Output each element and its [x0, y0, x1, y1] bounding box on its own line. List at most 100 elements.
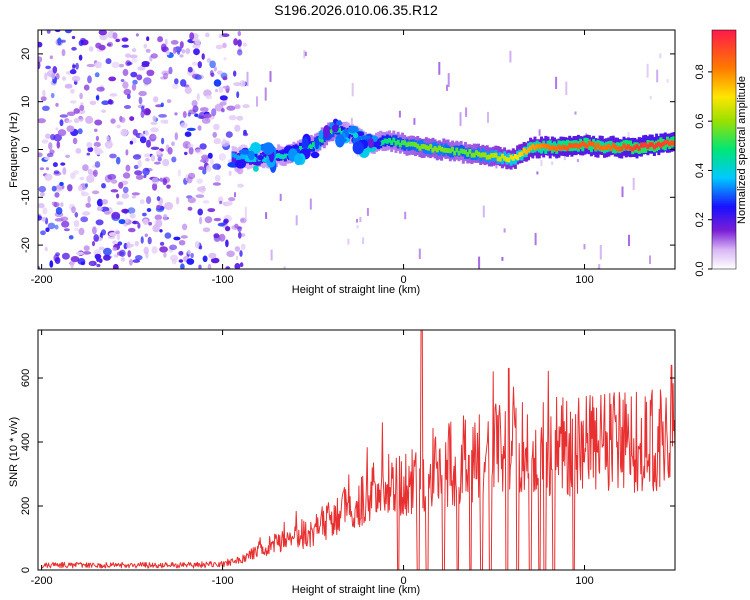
- ridge-mark: [262, 156, 265, 162]
- noise-blob: [166, 50, 170, 56]
- streak-mark: [649, 255, 651, 264]
- x-tick-label: 0: [400, 575, 406, 587]
- noise-blob: [139, 136, 147, 144]
- noise-blob: [146, 36, 150, 41]
- noise-blob: [96, 198, 104, 207]
- x-tick-label: -200: [31, 274, 53, 286]
- ridge-mark: [490, 153, 494, 158]
- noise-blob: [50, 92, 55, 99]
- noise-blob: [105, 58, 112, 65]
- noise-blob: [94, 128, 98, 132]
- noise-blob: [61, 49, 66, 57]
- ridge-blob: [257, 155, 264, 161]
- noise-blob: [242, 132, 249, 137]
- noise-blob: [137, 66, 146, 71]
- noise-blob: [150, 154, 156, 162]
- ridge-mark: [607, 143, 611, 149]
- streak-mark: [565, 81, 568, 95]
- noise-blob: [116, 193, 120, 199]
- noise-blob: [132, 154, 142, 160]
- noise-blob: [194, 74, 202, 81]
- noise-blob: [116, 124, 121, 129]
- noise-blob: [66, 125, 75, 133]
- noise-blob: [112, 263, 119, 269]
- ridge-mark: [503, 155, 507, 161]
- spectrogram-y-ticks: -20 -10 0 10 20: [20, 48, 675, 253]
- noise-blob: [132, 79, 138, 85]
- noise-blob: [215, 44, 223, 50]
- ridge-mark: [507, 157, 511, 163]
- streak-mark: [576, 159, 579, 163]
- ridge-mark: [420, 144, 424, 149]
- ridge-mark: [492, 153, 496, 158]
- ridge-blob: [367, 137, 374, 149]
- ridge-mark: [642, 142, 646, 153]
- ridge-mark: [531, 143, 535, 149]
- x-tick-label: 0: [400, 274, 406, 286]
- noise-blob: [55, 207, 63, 215]
- streak-mark: [265, 212, 268, 219]
- ridge-mark: [264, 152, 268, 163]
- noise-blob: [177, 51, 181, 55]
- ridge-mark: [572, 143, 576, 149]
- noise-blob: [221, 108, 225, 113]
- noise-blob: [54, 184, 63, 192]
- noise-blob: [154, 214, 163, 221]
- noise-blob: [194, 113, 199, 117]
- noise-blob: [125, 149, 129, 156]
- noise-blob: [187, 66, 193, 73]
- noise-blob: [132, 129, 138, 136]
- noise-blob: [128, 227, 136, 233]
- noise-blob: [94, 119, 103, 126]
- noise-blob: [118, 219, 126, 225]
- noise-blob: [103, 247, 112, 256]
- noise-blob: [186, 127, 196, 131]
- noise-blob: [93, 141, 101, 148]
- ridge-mark: [307, 143, 311, 154]
- noise-blob: [134, 240, 139, 247]
- streak-mark: [303, 50, 306, 59]
- ridge-mark: [398, 142, 402, 148]
- streak-mark: [628, 234, 630, 247]
- noise-blob: [159, 229, 163, 233]
- noise-blob: [193, 48, 200, 56]
- ridge-mark: [544, 143, 548, 149]
- noise-blob: [239, 262, 244, 268]
- noise-blob: [180, 235, 188, 239]
- noise-blob: [178, 240, 186, 246]
- noise-blob: [71, 35, 76, 40]
- snr-y-ticks: 0 200 400 600: [20, 369, 675, 573]
- ridge-mark: [566, 146, 570, 151]
- noise-blob: [188, 172, 196, 180]
- noise-blob: [116, 233, 121, 241]
- streak-mark: [347, 238, 350, 245]
- ridge-blob: [347, 125, 359, 134]
- noise-blob: [180, 79, 187, 87]
- streak-mark: [246, 71, 249, 87]
- noise-blob: [87, 168, 93, 174]
- noise-blob: [242, 104, 250, 109]
- noise-blob: [95, 135, 99, 141]
- noise-blob: [233, 38, 239, 46]
- streak-mark: [283, 266, 286, 269]
- noise-blob: [209, 158, 215, 166]
- noise-blob: [129, 116, 135, 121]
- ridge-mark: [527, 147, 530, 153]
- noise-blob: [238, 231, 242, 239]
- noise-blob: [234, 104, 241, 110]
- noise-blob: [177, 169, 181, 177]
- ridge-mark: [238, 155, 242, 161]
- noise-blob: [131, 220, 139, 225]
- noise-blob: [54, 192, 60, 198]
- noise-blob: [217, 222, 226, 227]
- noise-blob: [200, 190, 205, 194]
- ridge-mark: [331, 126, 335, 137]
- ridge-mark: [472, 152, 476, 158]
- ridge-mark: [639, 142, 643, 154]
- noise-blob: [80, 216, 89, 223]
- ridge-mark: [583, 142, 587, 148]
- ridge-mark: [281, 154, 285, 160]
- noise-blob: [198, 166, 205, 171]
- noise-blob: [101, 109, 107, 113]
- noise-blob: [180, 263, 185, 269]
